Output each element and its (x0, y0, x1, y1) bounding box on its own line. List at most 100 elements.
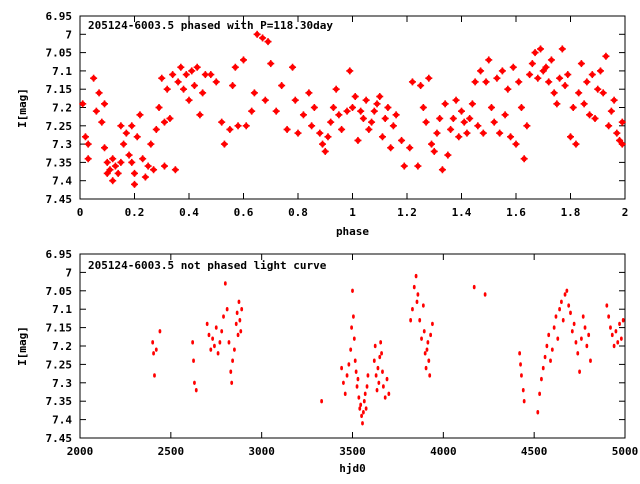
data-point (209, 347, 213, 352)
data-point (583, 325, 587, 330)
data-point (109, 177, 117, 185)
data-point (125, 151, 133, 159)
data-point (449, 114, 457, 122)
data-point (139, 155, 147, 163)
data-point (240, 56, 247, 64)
data-point (188, 67, 196, 75)
data-point (160, 118, 168, 126)
data-point (356, 376, 360, 382)
data-point (294, 129, 302, 137)
data-point (158, 74, 166, 82)
data-point (479, 129, 487, 137)
data-point (377, 380, 381, 385)
data-point (160, 162, 168, 170)
data-point (106, 166, 114, 174)
data-point (103, 158, 111, 166)
data-point (429, 332, 433, 338)
data-point (238, 318, 242, 323)
data-point (587, 332, 591, 338)
data-point (171, 166, 179, 174)
x-tick-label: 2 (622, 206, 629, 219)
data-point (155, 104, 163, 111)
data-point (392, 111, 400, 119)
data-point (327, 118, 335, 126)
data-point (583, 78, 591, 86)
data-point (468, 100, 476, 108)
x-tick-label: 1.4 (452, 206, 472, 219)
data-point (428, 140, 436, 148)
data-point (490, 118, 498, 126)
y-tick-label: 7.05 (46, 285, 73, 298)
data-point (430, 147, 438, 155)
data-point (261, 96, 269, 104)
unphased-chart-title: 205124-6003.5 not phased light curve (88, 259, 327, 272)
data-point (103, 169, 111, 177)
x-tick-label: 4500 (521, 445, 548, 458)
data-point (353, 358, 357, 363)
unphased-x-axis-label: hjd0 (339, 462, 366, 475)
data-point (409, 318, 413, 323)
data-point (534, 74, 542, 82)
data-point (310, 104, 318, 111)
data-point (550, 347, 554, 352)
phased-series (79, 30, 626, 188)
data-point (233, 347, 236, 352)
x-tick-label: 0 (77, 206, 84, 219)
data-point (487, 104, 495, 111)
data-point (359, 402, 363, 408)
data-point (358, 406, 362, 411)
data-point (447, 125, 455, 133)
data-point (426, 340, 430, 345)
data-point (570, 329, 574, 334)
data-point (222, 314, 225, 319)
data-point (576, 351, 580, 356)
data-point (520, 155, 528, 163)
data-point (180, 85, 188, 93)
data-point (414, 162, 422, 170)
data-point (192, 358, 195, 363)
data-point (350, 325, 353, 330)
data-point (151, 340, 155, 345)
data-point (174, 78, 182, 86)
data-point (253, 30, 261, 38)
data-point (569, 310, 572, 316)
data-point (549, 358, 552, 363)
data-point (84, 155, 92, 163)
y-tick-label: 7.25 (46, 120, 73, 133)
y-tick-label: 7.4 (52, 175, 72, 188)
data-point (433, 129, 441, 137)
data-point (147, 140, 155, 148)
data-point (191, 340, 195, 345)
data-point (95, 89, 103, 97)
data-point (375, 387, 379, 393)
data-point (541, 365, 545, 371)
data-point (378, 354, 382, 360)
y-tick-label: 7.45 (46, 193, 73, 206)
data-point (408, 78, 416, 86)
data-point (554, 314, 558, 319)
data-point (362, 96, 370, 104)
data-point (618, 118, 626, 126)
data-point (599, 89, 607, 97)
data-point (133, 133, 141, 141)
data-point (556, 336, 560, 341)
data-point (460, 118, 468, 126)
data-point (518, 351, 522, 356)
data-point (422, 329, 426, 334)
data-point (372, 358, 376, 363)
data-point (340, 365, 343, 371)
data-point (144, 162, 152, 170)
data-point (588, 71, 596, 79)
data-point (250, 89, 258, 97)
x-tick-label: 1.6 (506, 206, 526, 219)
data-point (237, 299, 241, 305)
data-point (111, 162, 119, 170)
x-tick-label: 0.2 (125, 206, 145, 219)
data-point (283, 125, 291, 133)
data-point (205, 321, 209, 327)
data-point (621, 318, 625, 323)
data-point (229, 369, 233, 374)
x-tick-label: 0.6 (234, 206, 254, 219)
